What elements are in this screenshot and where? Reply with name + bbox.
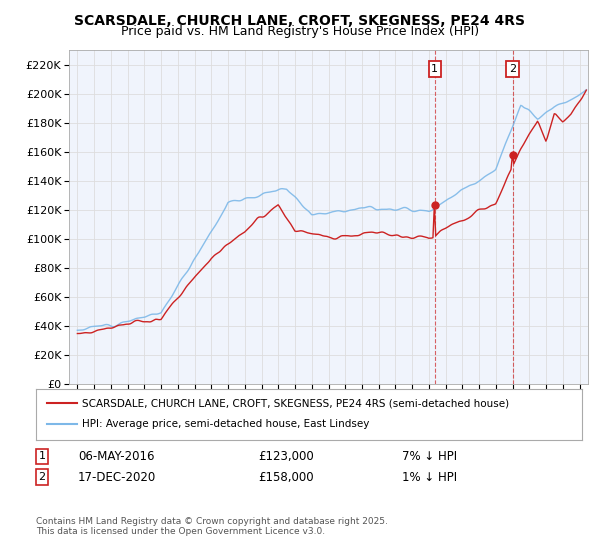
Text: 1: 1 xyxy=(38,451,46,461)
Text: 2: 2 xyxy=(38,472,46,482)
Text: £158,000: £158,000 xyxy=(258,470,314,484)
Text: £123,000: £123,000 xyxy=(258,450,314,463)
Text: SCARSDALE, CHURCH LANE, CROFT, SKEGNESS, PE24 4RS (semi-detached house): SCARSDALE, CHURCH LANE, CROFT, SKEGNESS,… xyxy=(82,398,509,408)
Text: HPI: Average price, semi-detached house, East Lindsey: HPI: Average price, semi-detached house,… xyxy=(82,419,370,430)
Text: 17-DEC-2020: 17-DEC-2020 xyxy=(78,470,156,484)
Text: 1% ↓ HPI: 1% ↓ HPI xyxy=(402,470,457,484)
Text: 7% ↓ HPI: 7% ↓ HPI xyxy=(402,450,457,463)
Text: Contains HM Land Registry data © Crown copyright and database right 2025.
This d: Contains HM Land Registry data © Crown c… xyxy=(36,517,388,536)
Text: SCARSDALE, CHURCH LANE, CROFT, SKEGNESS, PE24 4RS: SCARSDALE, CHURCH LANE, CROFT, SKEGNESS,… xyxy=(74,14,526,28)
Text: Price paid vs. HM Land Registry's House Price Index (HPI): Price paid vs. HM Land Registry's House … xyxy=(121,25,479,38)
Text: 06-MAY-2016: 06-MAY-2016 xyxy=(78,450,155,463)
Text: 2: 2 xyxy=(509,64,516,74)
Text: 1: 1 xyxy=(431,64,439,74)
